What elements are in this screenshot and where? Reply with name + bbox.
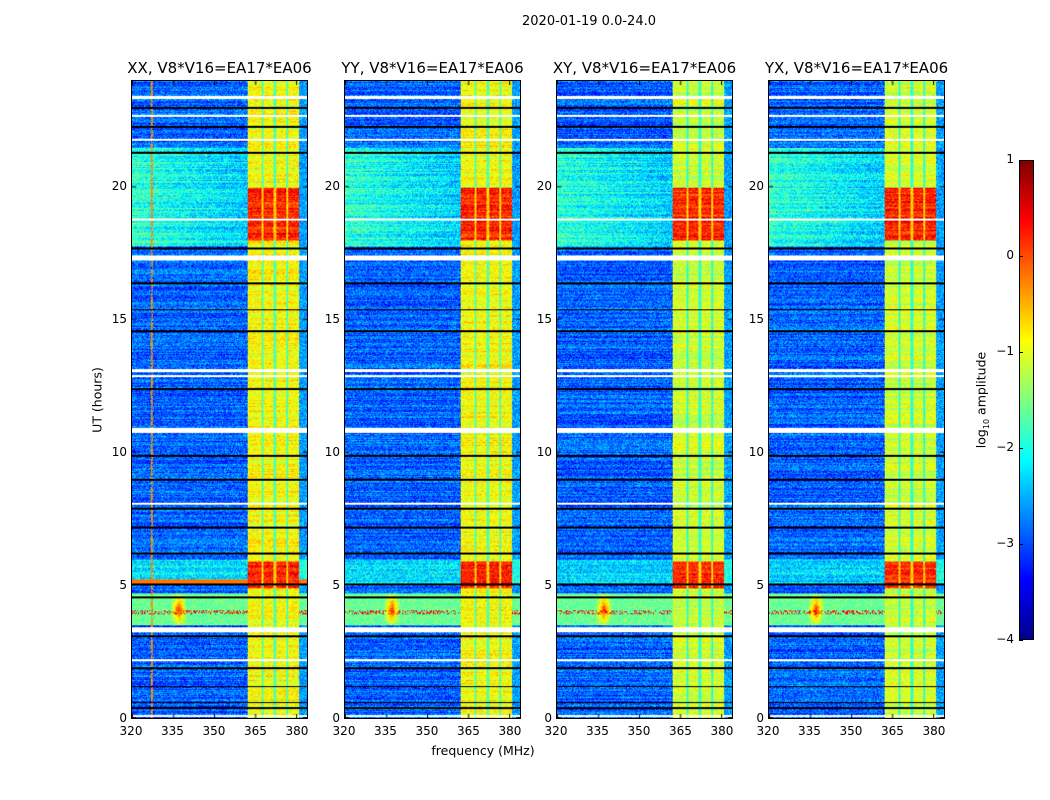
x-tick-label: 320 (332, 724, 356, 738)
colorbar-tick (1019, 352, 1023, 353)
y-tick-label: 0 (756, 711, 764, 725)
x-tick-label: 365 (244, 724, 267, 738)
panel-title: XX, V8*V16=EA17*EA06 (127, 59, 312, 77)
x-tick-label: 320 (119, 724, 143, 738)
y-tick-label: 5 (544, 577, 552, 592)
y-tick-label: 10 (748, 444, 764, 459)
x-tick-label: 380 (285, 724, 309, 738)
y-tick-label: 10 (324, 444, 340, 459)
y-axis-label: UT (hours) (89, 367, 105, 433)
heatmap-image (345, 81, 520, 718)
colorbar-tick-label: 0 (1006, 248, 1014, 262)
heatmap-panel (131, 80, 308, 719)
heatmap-image (132, 81, 307, 718)
y-tick-label: 15 (748, 311, 764, 326)
panel-title: YY, V8*V16=EA17*EA06 (341, 59, 524, 77)
figure-title: 2020-01-19 0.0-24.0 (522, 14, 656, 29)
x-tick-label: 365 (457, 724, 480, 738)
colorbar-tick (1019, 256, 1023, 257)
heatmap-panel (556, 80, 733, 719)
y-tick-label: 5 (332, 577, 340, 592)
heatmap-image (769, 81, 944, 718)
heatmap-image (557, 81, 732, 718)
colorbar (1019, 160, 1034, 640)
x-tick-label: 380 (710, 724, 734, 738)
x-tick-label: 350 (839, 724, 863, 738)
y-tick-label: 15 (111, 311, 127, 326)
colorbar-tick-label: −3 (996, 536, 1014, 550)
y-tick-label: 10 (111, 444, 127, 459)
x-tick-label: 380 (498, 724, 522, 738)
y-tick-label: 10 (536, 444, 552, 459)
colorbar-tick-label: −4 (996, 632, 1014, 646)
y-tick-label: 0 (119, 711, 127, 725)
y-tick-label: 20 (324, 178, 340, 193)
x-tick-label: 365 (669, 724, 692, 738)
x-tick-label: 380 (922, 724, 946, 738)
colorbar-tick (1019, 160, 1023, 161)
x-tick-label: 320 (544, 724, 568, 738)
x-tick-label: 350 (202, 724, 226, 738)
y-tick-label: 20 (536, 178, 552, 193)
panel-title: XY, V8*V16=EA17*EA06 (552, 59, 737, 77)
colorbar-tick-label: 1 (1006, 152, 1014, 166)
y-tick-label: 15 (536, 311, 552, 326)
y-tick-label: 0 (332, 711, 340, 725)
x-tick-label: 335 (586, 724, 609, 738)
panel-title: YX, V8*V16=EA17*EA06 (764, 59, 949, 77)
y-tick-label: 5 (119, 577, 127, 592)
colorbar-tick (1019, 640, 1023, 641)
x-tick-label: 335 (374, 724, 397, 738)
y-tick-label: 20 (111, 178, 127, 193)
y-tick-label: 5 (756, 577, 764, 592)
heatmap-panel (768, 80, 945, 719)
heatmap-panel (344, 80, 521, 719)
colorbar-tick (1019, 544, 1023, 545)
x-tick-label: 335 (798, 724, 821, 738)
colorbar-tick (1019, 448, 1023, 449)
y-tick-label: 15 (324, 311, 340, 326)
x-tick-label: 365 (881, 724, 904, 738)
colorbar-tick-label: −2 (996, 440, 1014, 454)
x-tick-label: 320 (756, 724, 780, 738)
x-axis-label: frequency (MHz) (431, 743, 535, 758)
y-tick-label: 20 (748, 178, 764, 193)
x-tick-label: 350 (627, 724, 651, 738)
y-tick-label: 0 (544, 711, 552, 725)
x-tick-label: 350 (415, 724, 439, 738)
x-tick-label: 335 (161, 724, 184, 738)
colorbar-tick-label: −1 (996, 344, 1014, 358)
colorbar-label: log10 amplitude (973, 351, 991, 449)
